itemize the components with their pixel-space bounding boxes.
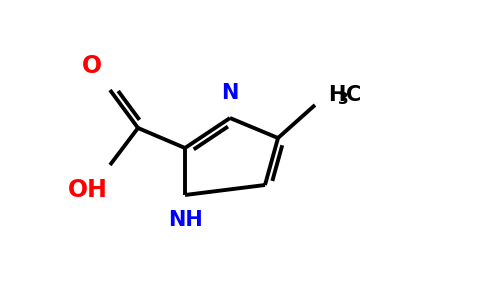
Text: NH: NH bbox=[167, 210, 202, 230]
Text: 3: 3 bbox=[338, 92, 348, 106]
Text: C: C bbox=[346, 85, 361, 105]
Text: N: N bbox=[221, 83, 239, 103]
Text: H: H bbox=[328, 85, 346, 105]
Text: OH: OH bbox=[68, 178, 108, 202]
Text: O: O bbox=[82, 54, 102, 78]
